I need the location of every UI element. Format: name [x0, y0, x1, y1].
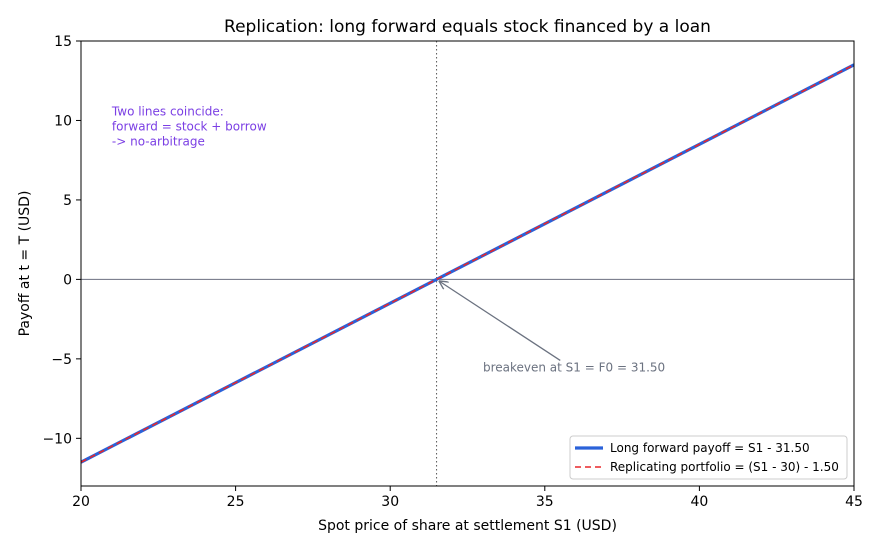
x-tick-label: 25 — [227, 494, 245, 510]
coincide-note-line: forward = stock + borrow — [112, 120, 267, 134]
y-tick-label: 15 — [54, 34, 72, 50]
breakeven-label: breakeven at S1 = F0 = 31.50 — [483, 361, 665, 375]
x-tick-label: 20 — [72, 494, 90, 510]
x-axis-label: Spot price of share at settlement S1 (US… — [318, 518, 617, 534]
x-tick-label: 35 — [536, 494, 554, 510]
y-axis: −10 −5 0 5 10 15 — [42, 34, 81, 447]
legend-label-1: Long forward payoff = S1 - 31.50 — [610, 441, 810, 455]
y-tick-label: 0 — [63, 272, 72, 288]
y-tick-label: 5 — [63, 193, 72, 209]
series-line-2 — [81, 64, 854, 463]
plot-frame — [80, 40, 855, 487]
y-tick-label: −10 — [42, 431, 72, 447]
legend: Long forward payoff = S1 - 31.50 Replicat… — [569, 435, 848, 480]
coincide-note-line: -> no-arbitrage — [112, 135, 205, 149]
coincide-note: Two lines coincide: forward = stock + bor… — [111, 105, 267, 149]
chart-title: Replication: long forward equals stock f… — [224, 17, 711, 37]
x-axis: 20 25 30 35 40 45 — [72, 486, 863, 510]
coincide-note-line: Two lines coincide: — [111, 105, 224, 119]
y-tick-label: −5 — [51, 352, 72, 368]
breakeven-arrow — [440, 281, 561, 361]
x-tick-label: 40 — [690, 494, 708, 510]
x-tick-label: 45 — [845, 494, 863, 510]
x-tick-label: 30 — [381, 494, 399, 510]
y-tick-label: 10 — [54, 113, 72, 129]
annotations: Two lines coincide: forward = stock + bor… — [111, 105, 665, 375]
reference-lines — [81, 41, 854, 486]
legend-box — [569, 435, 848, 480]
series-lines — [81, 63, 854, 464]
legend-label-2: Replicating portfolio = (S1 - 30) - 1.50 — [610, 460, 839, 474]
y-axis-label: Payoff at t = T (USD) — [17, 191, 33, 337]
